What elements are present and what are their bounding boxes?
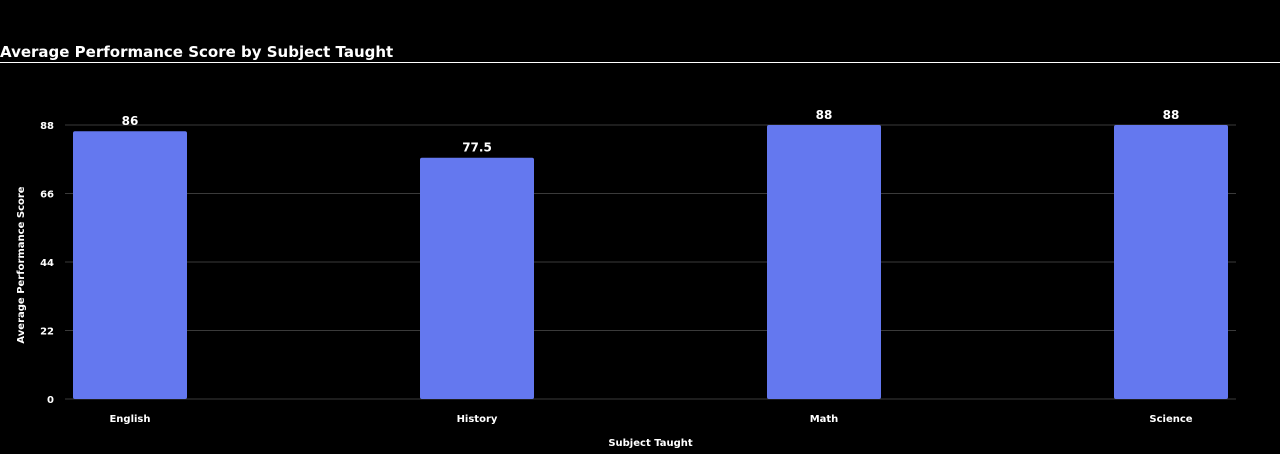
bar-history — [420, 157, 534, 399]
data-label: 77.5 — [462, 141, 492, 155]
grid-lines — [65, 124, 1236, 400]
y-axis-title: Average Performance Score — [16, 186, 27, 343]
x-tick-label: History — [457, 414, 498, 425]
data-label: 86 — [122, 114, 139, 128]
y-tick-label: 66 — [40, 190, 54, 201]
x-tick-label: Science — [1149, 414, 1192, 425]
y-tick-label: 22 — [40, 327, 54, 338]
chart-title: Average Performance Score by Subject Tau… — [0, 43, 394, 61]
y-tick-label: 0 — [47, 395, 54, 406]
bar-science — [1114, 125, 1228, 399]
y-tick-label: 44 — [40, 258, 54, 269]
bars — [73, 125, 1228, 399]
data-label: 88 — [816, 108, 833, 122]
y-tick-label: 88 — [40, 121, 54, 132]
x-axis-title: Subject Taught — [608, 438, 693, 449]
data-label: 88 — [1163, 108, 1180, 122]
bar-english — [73, 131, 187, 399]
x-tick-label: English — [109, 414, 150, 425]
labels: 0 22 44 66 88 86 English 77.5 History 88 Math 88 Sci… — [16, 108, 1193, 449]
bar-math — [767, 125, 881, 399]
title-divider — [0, 62, 1280, 63]
x-tick-label: Math — [810, 414, 839, 425]
